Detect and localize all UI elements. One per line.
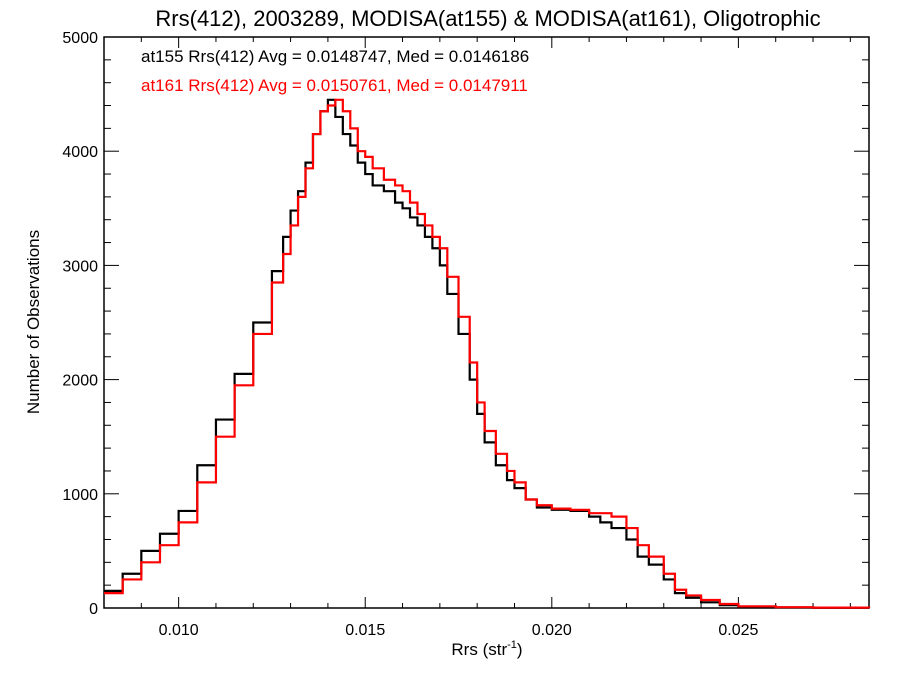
y-tick-label: 2000: [62, 373, 98, 390]
legend-entry-at161: at161 Rrs(412) Avg = 0.0150761, Med = 0.…: [141, 76, 528, 95]
y-tick-label: 0: [89, 601, 98, 618]
legend-entry-at155: at155 Rrs(412) Avg = 0.0148747, Med = 0.…: [141, 47, 529, 66]
x-axis-label-end: ): [517, 640, 523, 659]
x-tick-label: 0.020: [532, 622, 572, 639]
histogram-series-at161: [104, 98, 871, 609]
series-layer: [104, 98, 871, 609]
chart-title: Rrs(412), 2003289, MODISA(at155) & MODIS…: [155, 6, 820, 31]
x-tick-label: 0.010: [159, 622, 199, 639]
x-axis-label-main: Rrs (str: [451, 640, 507, 659]
plot-frame: [103, 36, 870, 609]
x-tick-label: 0.015: [345, 622, 385, 639]
y-tick-label: 3000: [62, 258, 98, 275]
y-tick-label: 5000: [62, 30, 98, 47]
x-axis-label-superscript: -1: [507, 639, 517, 651]
x-axis-label: Rrs (str-1): [451, 639, 522, 659]
histogram-series-at155: [104, 98, 871, 609]
axis-ticks: 0.010 0.015 0.020 0.025 0 1000 2000 3000 4000 500…: [62, 30, 869, 639]
x-tick-label: 0.025: [718, 622, 758, 639]
y-tick-label: 1000: [62, 487, 98, 504]
y-axis-label: Number of Observations: [24, 230, 43, 414]
y-tick-label: 4000: [62, 144, 98, 161]
